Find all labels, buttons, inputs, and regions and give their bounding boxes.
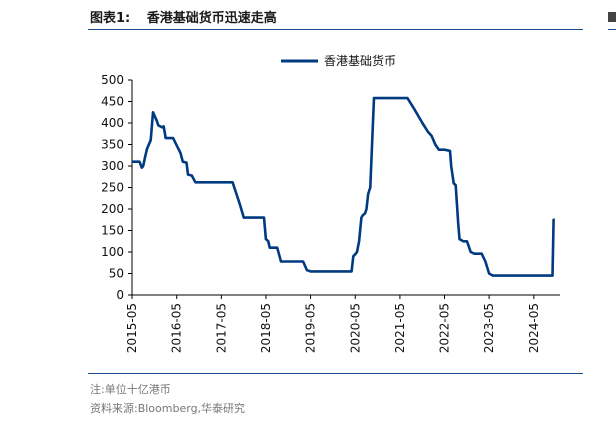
y-tick-label: 450 (101, 95, 124, 109)
adjacent-figure-edge (608, 0, 616, 423)
adjacent-divider (608, 29, 616, 30)
source-note: 资料来源:Bloomberg,华泰研究 (90, 402, 246, 415)
y-tick-label: 0 (116, 288, 124, 302)
series-line (132, 96, 555, 277)
adjacent-title-fragment (608, 12, 616, 22)
x-tick-label: 2017-05 (214, 303, 228, 353)
y-tick-label: 400 (101, 116, 124, 130)
bottom-divider (88, 373, 583, 374)
legend-label: 香港基础货币 (324, 53, 396, 68)
x-tick-label: 2023-05 (482, 303, 496, 353)
y-tick-label: 150 (101, 224, 124, 238)
y-tick-label: 300 (101, 159, 124, 173)
y-tick-label: 200 (101, 202, 124, 216)
x-tick-label: 2022-05 (438, 303, 452, 353)
chart-title: 图表1: 香港基础货币迅速走高 (90, 7, 277, 26)
x-tick-label: 2016-05 (170, 303, 184, 353)
x-tick-label: 2020-05 (348, 303, 362, 353)
unit-note: 注:单位十亿港币 (90, 383, 171, 396)
x-tick-label: 2021-05 (393, 303, 407, 353)
figure-title: 香港基础货币迅速走高 (146, 11, 277, 26)
y-tick-label: 500 (101, 73, 124, 87)
y-tick-label: 350 (101, 138, 124, 152)
x-tick-label: 2015-05 (125, 303, 139, 353)
y-tick-label: 100 (101, 245, 124, 259)
y-tick-label: 50 (109, 267, 124, 281)
x-tick-label: 2019-05 (304, 303, 318, 353)
x-tick-label: 2018-05 (259, 303, 273, 353)
y-tick-label: 250 (101, 181, 124, 195)
top-divider (88, 29, 583, 30)
x-tick-label: 2024-05 (527, 303, 541, 353)
figure-label: 图表1: (90, 11, 131, 26)
